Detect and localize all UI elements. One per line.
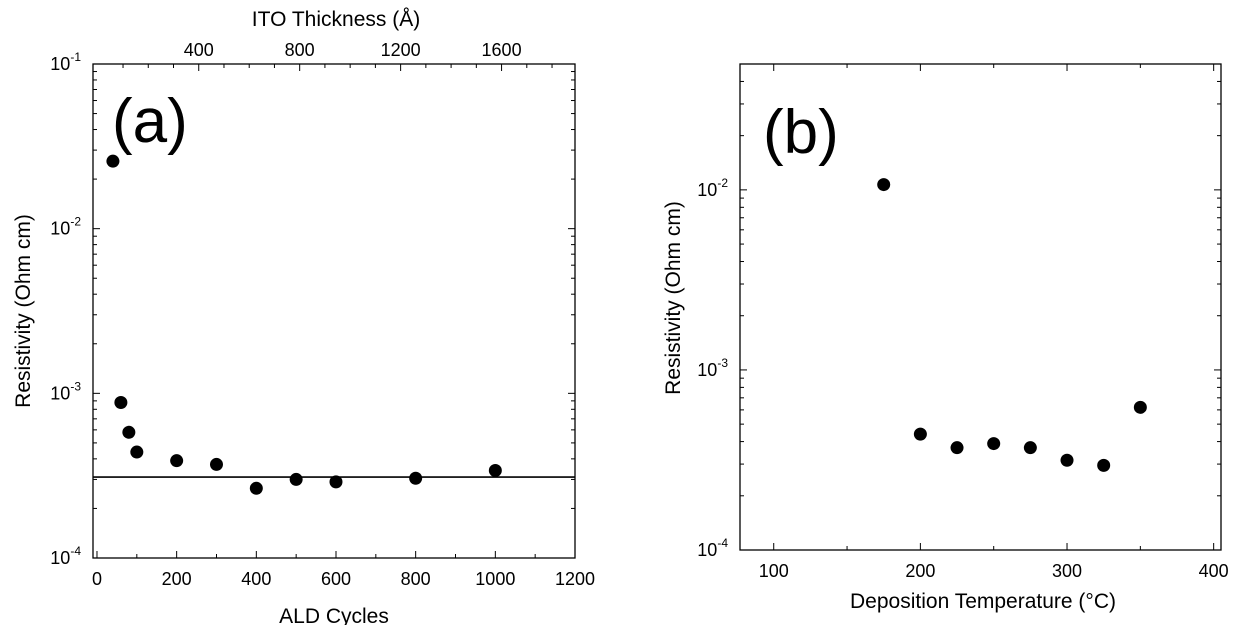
panel-a-x-tick-label: 800: [401, 569, 431, 589]
panel-a-data-point: [249, 481, 263, 495]
panel-a-y-tick-label: 10-2: [50, 215, 81, 239]
panel-b-y-tick-label: 10-2: [697, 176, 728, 200]
panel-a-data-point: [114, 395, 128, 409]
panel-a-data-point: [130, 445, 144, 459]
panel-a-x-tick-label: 400: [241, 569, 271, 589]
panel-a-data-point: [122, 425, 136, 439]
panel-b-y-axis-label: Resistivity (Ohm cm): [662, 201, 685, 395]
panel-b-ticks: 100 200 300 400 10-4 10-3 10-2: [697, 63, 1229, 581]
panel-a-y-axis-label: Resistivity (Ohm cm): [12, 214, 35, 408]
panel-a-x-tick-label: 600: [321, 569, 351, 589]
panel-b-x-tick-label: 300: [1052, 561, 1082, 581]
panel-b-data-point: [950, 441, 964, 455]
panel-b-data-point: [987, 437, 1001, 451]
panel-b-plot-frame: [739, 63, 1222, 551]
panel-b-x-tick-label: 400: [1199, 561, 1229, 581]
panel-a-data-point: [409, 471, 423, 485]
panel-b-data-point: [1060, 453, 1074, 467]
panel-b-x-tick-label: 100: [759, 561, 789, 581]
panel-a-y-tick-label: 10-1: [50, 50, 81, 74]
panel-b-data-point: [877, 178, 891, 192]
panel-b-points: [877, 178, 1147, 472]
panel-a-y-tick-label: 10-4: [50, 544, 81, 568]
panel-a-x-tick-label: 1000: [475, 569, 515, 589]
panel-a-x2-tick-label: 400: [184, 40, 214, 60]
panel-b-data-point: [1097, 458, 1111, 472]
panel-a-x2-tick-label: 1200: [381, 40, 421, 60]
panel-a-x-axis-label: ALD Cycles: [279, 605, 389, 625]
panel-b-data-point: [1023, 441, 1037, 455]
panel-a-x-tick-label: 1200: [555, 569, 595, 589]
panel-a: (a) ITO Thickness (Å) ALD Cycles Resisti…: [12, 8, 595, 628]
panel-a-x2-axis-label: ITO Thickness (Å): [252, 8, 420, 31]
panel-a-data-point: [488, 463, 502, 477]
panel-a-data-point: [289, 472, 303, 486]
panel-b-y-tick-label: 10-3: [697, 356, 728, 380]
panel-b-x-tick-label: 200: [905, 561, 935, 581]
panel-a-data-point: [106, 154, 120, 168]
panel-b: (b) Deposition Temperature (°C) Resistiv…: [662, 63, 1229, 613]
panel-a-x-tick-label: 0: [92, 569, 102, 589]
panel-a-data-point: [170, 454, 184, 468]
panel-a-data-point: [329, 475, 343, 489]
panel-b-data-point: [913, 427, 927, 441]
panel-a-data-point: [209, 457, 223, 471]
panel-a-plot-frame: [92, 63, 576, 559]
panel-a-points: [106, 154, 502, 495]
panel-a-y-tick-label: 10-3: [50, 379, 81, 403]
panel-a-ticks: 0 200 400 600 800 1000 1200 400 800 1200 1600 10-4 1…: [50, 40, 595, 589]
panel-a-x2-tick-label: 1600: [482, 40, 522, 60]
panel-b-y-tick-label: 10-4: [697, 536, 728, 560]
panel-b-label: (b): [763, 98, 839, 167]
panel-a-x-tick-label: 200: [162, 569, 192, 589]
panel-b-data-point: [1133, 400, 1147, 414]
panel-a-x2-tick-label: 800: [285, 40, 315, 60]
panel-a-label: (a): [112, 87, 188, 156]
panel-b-x-axis-label: Deposition Temperature (°C): [850, 590, 1116, 613]
